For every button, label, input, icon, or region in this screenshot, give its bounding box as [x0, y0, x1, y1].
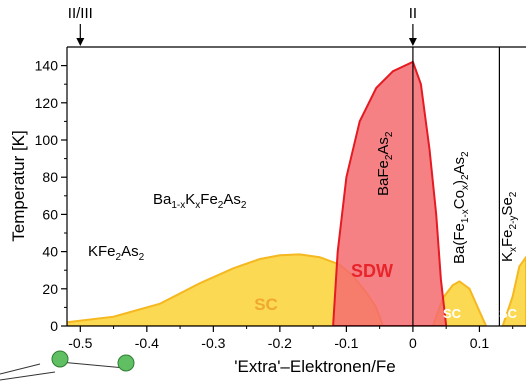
top-marker-arrowhead-1	[408, 38, 417, 46]
region-2	[431, 280, 488, 326]
y-tick-label-5: 100	[35, 132, 59, 148]
top-markers: II/III II	[68, 5, 417, 46]
y-tick-label-3: 60	[42, 206, 58, 222]
x-tick-label-4: -0.1	[334, 335, 358, 351]
region-label-sc-left: SC	[254, 295, 278, 314]
top-marker-label-1: II	[409, 5, 417, 22]
region-label-sdw: SDW	[351, 261, 393, 281]
y-tick-label-4: 80	[42, 169, 58, 185]
molecule-decoration	[0, 350, 135, 381]
y-tick-label-0: 0	[50, 318, 58, 334]
y-tick-label-1: 20	[42, 281, 58, 297]
region-label-sc-right: SC	[499, 306, 518, 321]
x-tick-label-1: -0.4	[135, 335, 159, 351]
y-tick-label-2: 40	[42, 244, 58, 260]
y-tick-label-6: 120	[35, 95, 59, 111]
phase-regions	[67, 60, 526, 326]
x-tick-label-6: 0.1	[470, 335, 490, 351]
x-tick-label-3: -0.2	[268, 335, 292, 351]
x-tick-label-5: 0	[409, 335, 417, 351]
x-axis-title: 'Extra'–Elektronen/Fe	[234, 357, 395, 376]
x-tick-label-2: -0.3	[201, 335, 225, 351]
divider-lines	[412, 47, 500, 326]
top-marker-label-0: II/III	[68, 5, 93, 22]
y-tick-label-7: 140	[35, 58, 59, 74]
region-3	[501, 255, 526, 326]
label-kxfe2yse2: KxFe2-ySe2	[499, 191, 519, 262]
top-marker-arrowhead-0	[76, 38, 85, 46]
region-label-sc-middle: SC	[443, 306, 462, 321]
x-tick-label-0: -0.5	[68, 335, 92, 351]
label-bafe2as2: BaFe2As2	[375, 131, 395, 196]
y-axis-title: Temperatur [K]	[9, 130, 28, 242]
axis-ticks: -0.5 -0.4 -0.3 -0.2 -0.1 0 0.1 0 20 40 60 80 100 120 1…	[35, 58, 514, 351]
label-kfe2as2: KFe2As2	[88, 243, 145, 263]
